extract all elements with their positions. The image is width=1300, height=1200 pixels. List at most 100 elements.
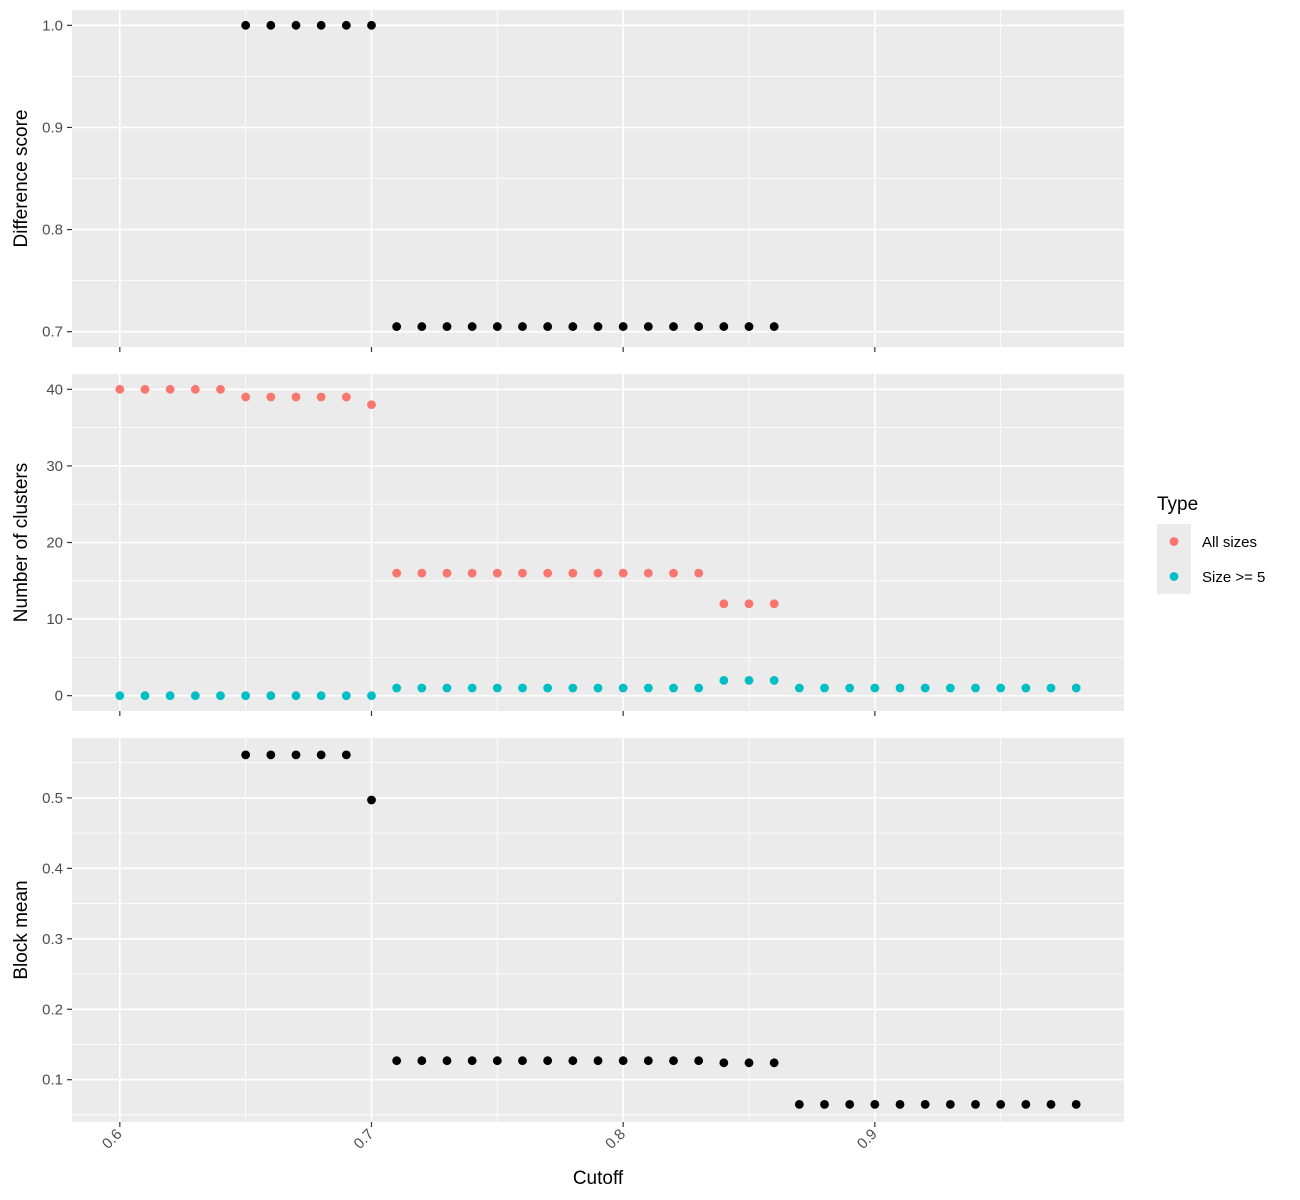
data-point [417, 322, 427, 331]
y-tick-label: 0.8 [42, 222, 63, 239]
y-tick-label: 0.5 [42, 790, 63, 807]
data-point [618, 322, 628, 331]
data-point [669, 322, 678, 331]
data-point [719, 322, 729, 331]
data-point [593, 1056, 603, 1066]
data-point [794, 683, 804, 693]
data-point [216, 384, 225, 394]
legend-label: Size >= 5 [1202, 569, 1265, 586]
data-point [392, 683, 402, 693]
data-point [643, 568, 653, 578]
data-point [1046, 1099, 1056, 1109]
data-point [492, 683, 502, 693]
x-tick-label: 0.6 [99, 1126, 126, 1153]
x-axis-title: Cutoff [573, 1168, 624, 1189]
y-tick-label: 0.3 [42, 931, 63, 948]
data-point [115, 384, 125, 394]
data-point [492, 1056, 502, 1066]
data-point [140, 691, 150, 701]
y-tick-label: 30 [46, 458, 63, 475]
data-point [719, 675, 729, 685]
data-point [467, 568, 477, 578]
data-point [996, 1099, 1006, 1109]
legend-key-marker [1169, 572, 1179, 581]
data-point [1021, 1099, 1031, 1109]
y-tick-label: 1.0 [42, 17, 63, 34]
panel-2: 0 10 20 30 40 Number of clusters [11, 374, 1124, 716]
data-point [341, 750, 351, 760]
data-point [518, 1056, 527, 1066]
data-point [316, 750, 326, 760]
data-point [165, 691, 175, 701]
data-point [669, 683, 678, 693]
data-point [870, 1099, 880, 1109]
data-point [618, 568, 628, 578]
y-tick-label: 20 [46, 535, 63, 552]
data-point [694, 683, 704, 693]
legend-title: Type [1157, 494, 1198, 515]
data-point [1071, 683, 1081, 693]
y-tick-label: 0.9 [42, 119, 63, 136]
data-point [870, 683, 880, 693]
legend-key-marker [1169, 537, 1179, 546]
data-point [316, 691, 326, 701]
data-point [467, 322, 477, 331]
y-tick-label: 0.2 [42, 1001, 63, 1018]
data-point [392, 1056, 402, 1066]
data-point [241, 20, 251, 30]
x-tick-label: 0.8 [602, 1126, 629, 1153]
data-point [442, 322, 452, 331]
data-point [241, 691, 251, 701]
y-tick-label: 40 [46, 381, 63, 398]
data-point [694, 322, 704, 331]
data-point [794, 1099, 804, 1109]
data-point [392, 568, 402, 578]
data-point [769, 322, 779, 331]
data-point [895, 683, 905, 693]
data-point [442, 683, 452, 693]
data-point [643, 683, 653, 693]
data-point [442, 1056, 452, 1066]
data-point [920, 683, 930, 693]
data-point [165, 384, 175, 394]
data-point [971, 683, 980, 693]
data-point [291, 750, 301, 760]
data-point [593, 683, 603, 693]
data-point [518, 322, 527, 331]
data-point [417, 1056, 427, 1066]
data-point [744, 322, 754, 331]
series-1 [115, 384, 779, 609]
data-point [341, 392, 351, 402]
data-point [190, 384, 200, 394]
series-1 [241, 20, 779, 331]
y-axis-title: Block mean [11, 880, 32, 979]
data-point [316, 20, 326, 30]
data-point [1046, 683, 1056, 693]
data-point [593, 568, 603, 578]
data-point [266, 691, 276, 701]
data-point [845, 1099, 855, 1109]
data-point [190, 691, 200, 701]
x-tick-label: 0.7 [351, 1126, 378, 1153]
data-point [543, 683, 553, 693]
data-point [543, 1056, 553, 1066]
data-point [266, 20, 276, 30]
data-point [669, 568, 678, 578]
data-point [417, 568, 427, 578]
data-point [996, 683, 1006, 693]
series-2 [115, 675, 1081, 701]
data-point [140, 384, 150, 394]
data-point [945, 683, 955, 693]
data-point [568, 1056, 578, 1066]
data-point [744, 599, 754, 609]
data-point [316, 392, 326, 402]
data-point [669, 1056, 678, 1066]
data-point [367, 20, 376, 30]
data-point [216, 691, 225, 701]
legend: Type All sizes Size >= 5 [1157, 494, 1265, 594]
data-point [518, 683, 527, 693]
data-point [492, 322, 502, 331]
data-point [492, 568, 502, 578]
